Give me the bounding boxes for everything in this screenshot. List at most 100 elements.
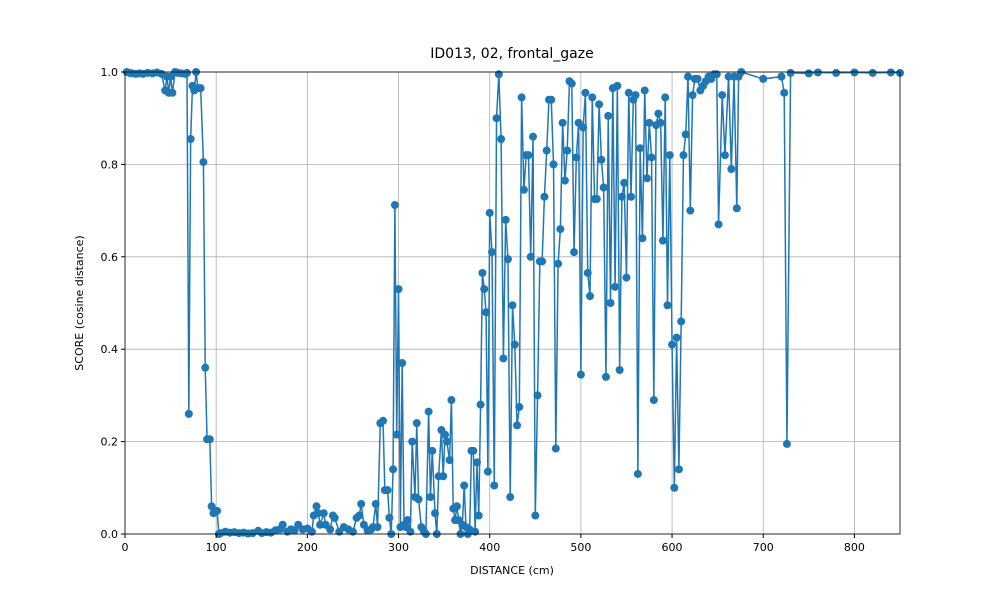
data-point bbox=[371, 499, 380, 508]
data-point bbox=[560, 176, 569, 185]
data-point bbox=[718, 91, 727, 100]
data-point bbox=[445, 456, 454, 465]
y-axis-label: SCORE (cosine distance) bbox=[73, 235, 86, 370]
data-point bbox=[813, 68, 822, 77]
data-point bbox=[452, 502, 461, 511]
data-point bbox=[398, 359, 407, 368]
data-point bbox=[547, 95, 556, 104]
y-tick-label: 0.0 bbox=[101, 528, 119, 541]
data-point bbox=[631, 91, 640, 100]
data-point bbox=[472, 458, 481, 467]
data-point bbox=[478, 268, 487, 277]
data-point bbox=[658, 236, 667, 245]
data-point bbox=[679, 151, 688, 160]
data-point bbox=[355, 511, 364, 520]
data-point bbox=[394, 285, 403, 294]
data-point bbox=[583, 268, 592, 277]
data-point bbox=[633, 469, 642, 478]
data-point bbox=[517, 93, 526, 102]
data-point bbox=[414, 495, 423, 504]
plot-marks bbox=[122, 68, 904, 538]
data-point bbox=[501, 215, 510, 224]
data-point bbox=[615, 365, 624, 374]
data-point bbox=[712, 70, 721, 79]
data-point bbox=[556, 225, 565, 234]
data-point bbox=[199, 158, 208, 167]
data-point bbox=[383, 486, 392, 495]
x-tick-label: 300 bbox=[388, 541, 409, 554]
data-point bbox=[551, 444, 560, 453]
data-point bbox=[554, 259, 563, 268]
data-point bbox=[832, 68, 841, 77]
data-point bbox=[460, 481, 469, 490]
data-point bbox=[490, 481, 499, 490]
data-point bbox=[620, 178, 629, 187]
x-axis-label: DISTANCE (cm) bbox=[470, 564, 554, 577]
data-point bbox=[588, 93, 597, 102]
data-point bbox=[558, 118, 567, 127]
data-point bbox=[487, 248, 496, 257]
data-point bbox=[804, 69, 813, 78]
data-point bbox=[480, 285, 489, 294]
data-point bbox=[183, 68, 191, 77]
data-point bbox=[645, 118, 654, 127]
data-point bbox=[570, 248, 579, 257]
data-point bbox=[319, 509, 328, 518]
data-point bbox=[431, 509, 439, 518]
data-point bbox=[563, 146, 572, 155]
data-point bbox=[601, 372, 610, 381]
data-point bbox=[442, 437, 451, 446]
data-point bbox=[595, 100, 604, 109]
data-point bbox=[389, 465, 398, 474]
data-point bbox=[348, 527, 357, 536]
data-point bbox=[782, 439, 791, 448]
ticks: 0 100 200 300 400 500 600 700 800 0.0 0.2 0.4 0.6 0.8… bbox=[101, 66, 865, 554]
data-point bbox=[647, 153, 656, 162]
data-point bbox=[674, 465, 683, 474]
data-point bbox=[330, 513, 339, 522]
data-point bbox=[665, 151, 674, 160]
data-point bbox=[579, 123, 588, 132]
data-point bbox=[642, 174, 651, 183]
data-point bbox=[586, 292, 594, 301]
data-point bbox=[759, 74, 768, 83]
data-point bbox=[373, 523, 382, 532]
data-point bbox=[482, 308, 491, 317]
data-point bbox=[581, 88, 590, 97]
data-point bbox=[184, 409, 193, 418]
data-point bbox=[681, 130, 690, 139]
y-tick-label: 0.8 bbox=[101, 158, 119, 171]
data-point bbox=[572, 153, 581, 162]
data-point bbox=[168, 88, 177, 97]
x-tick-label: 200 bbox=[297, 541, 318, 554]
data-point bbox=[524, 151, 533, 160]
data-point bbox=[672, 333, 681, 342]
data-point bbox=[693, 74, 702, 83]
chart-title: ID013, 02, frontal_gaze bbox=[430, 46, 593, 62]
data-point bbox=[649, 396, 658, 405]
data-point bbox=[611, 282, 620, 291]
data-point bbox=[613, 81, 622, 90]
data-point bbox=[786, 68, 795, 77]
data-point bbox=[201, 363, 210, 372]
data-point bbox=[494, 70, 503, 79]
data-point bbox=[508, 301, 517, 310]
data-point bbox=[406, 527, 415, 536]
data-point bbox=[506, 493, 515, 502]
data-point bbox=[576, 370, 585, 379]
data-point bbox=[196, 84, 205, 93]
y-tick-label: 0.2 bbox=[101, 436, 119, 449]
data-point bbox=[654, 109, 663, 118]
data-point bbox=[592, 195, 601, 204]
data-point bbox=[617, 192, 626, 201]
data-point bbox=[469, 446, 478, 455]
data-point bbox=[447, 396, 456, 405]
data-point bbox=[314, 509, 323, 518]
data-point bbox=[476, 400, 485, 409]
data-point bbox=[540, 192, 549, 201]
data-point bbox=[526, 252, 535, 261]
data-point bbox=[392, 430, 401, 439]
x-tick-label: 500 bbox=[570, 541, 591, 554]
data-point bbox=[727, 165, 736, 174]
data-point bbox=[471, 527, 480, 536]
